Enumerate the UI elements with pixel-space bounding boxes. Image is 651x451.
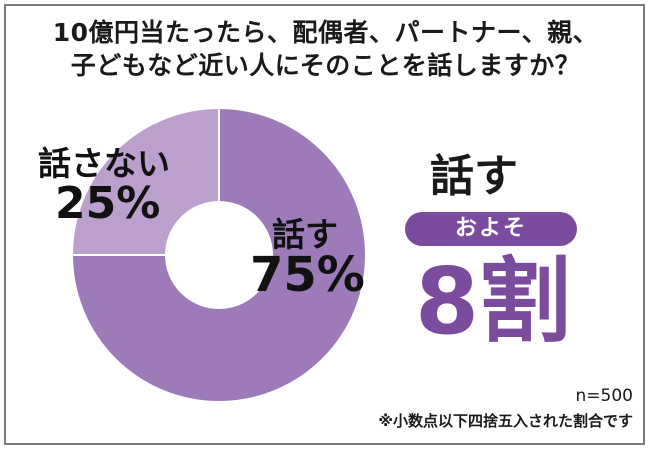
slice-label-no: 話さない (38, 144, 170, 183)
sample-size: n=500 (575, 386, 633, 406)
title-line-2: 子どもなど近い人にそのことを話しますか？ (70, 51, 581, 80)
title-line-1: 10億円当たったら、配偶者、パートナー、親、 (52, 18, 599, 47)
donut-slice-no (70, 106, 220, 256)
footnote: ※小数点以下四捨五入された割合です (378, 412, 633, 430)
donut-slices (70, 106, 367, 403)
slice-value-yes: 75% (250, 247, 365, 303)
approx-badge: およそ (405, 212, 577, 246)
summary-answer: 話す (430, 151, 518, 202)
slice-value-no: 25% (55, 178, 161, 229)
summary-value: 8割 (415, 248, 572, 355)
donut-slice-yes (70, 106, 367, 403)
slice-label-yes: 話す (272, 215, 338, 254)
chart-title: 10億円当たったら、配偶者、パートナー、親、 子どもなど近い人にそのことを話しま… (0, 16, 651, 82)
